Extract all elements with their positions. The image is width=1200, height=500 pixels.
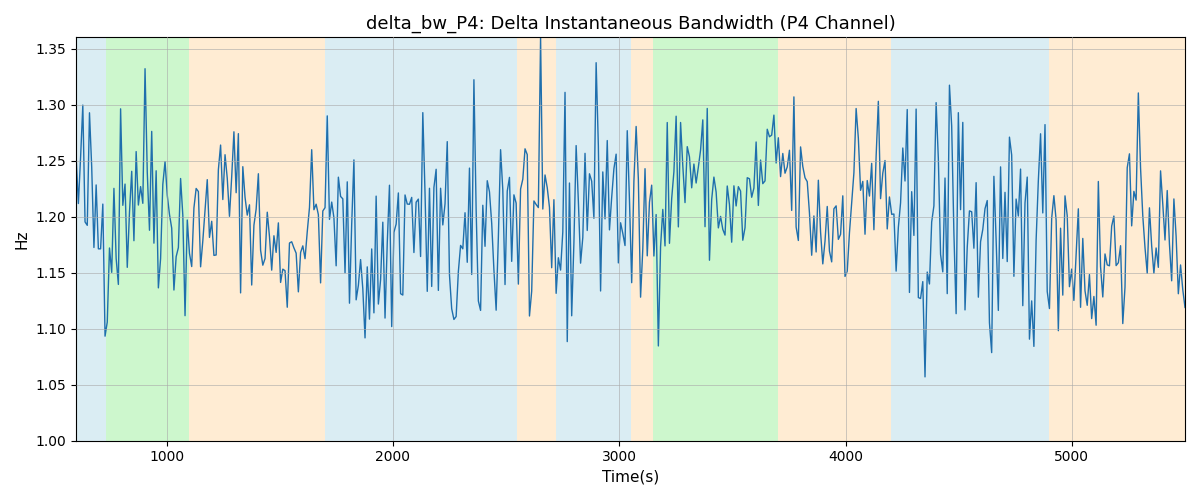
Bar [517,38,556,440]
Bar [1049,38,1186,440]
Bar [190,38,325,440]
Bar [325,38,517,440]
Title: delta_bw_P4: Delta Instantaneous Bandwidth (P4 Channel): delta_bw_P4: Delta Instantaneous Bandwid… [366,15,895,34]
Bar [630,38,653,440]
Bar [890,38,1049,440]
Bar [106,38,190,440]
Bar [76,38,106,440]
X-axis label: Time(s): Time(s) [602,470,659,485]
Bar [653,38,778,440]
Y-axis label: Hz: Hz [14,230,30,249]
Bar [556,38,630,440]
Bar [778,38,890,440]
